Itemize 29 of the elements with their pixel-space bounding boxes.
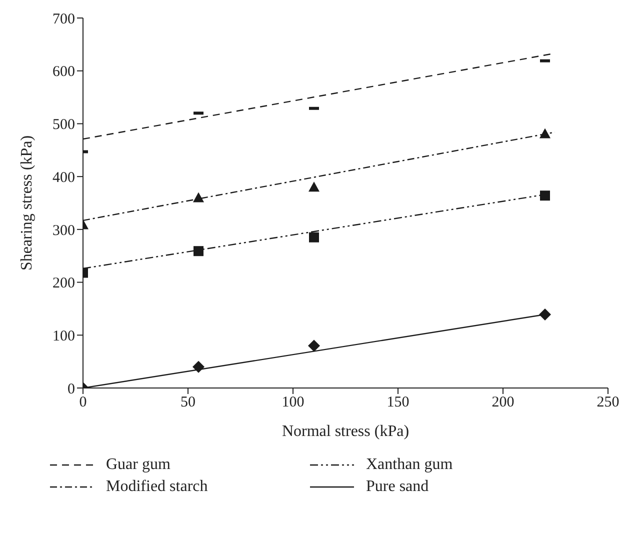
y-tick-label: 100 [52, 328, 75, 344]
x-tick-label: 0 [79, 394, 87, 411]
y-tick-label: 300 [52, 222, 75, 239]
y-tick-label: 400 [52, 170, 75, 186]
legend-label: Modified starch [106, 478, 208, 496]
y-tick-label: 200 [52, 276, 75, 292]
y-tick-label: 600 [52, 64, 75, 80]
x-tick-label: 150 [386, 394, 410, 411]
x-tick-label: 100 [282, 394, 304, 411]
point [539, 308, 551, 321]
point [308, 182, 320, 192]
point [193, 192, 204, 202]
point [540, 128, 550, 138]
point [192, 360, 204, 373]
y-tick-label: 700 [52, 11, 75, 28]
point [308, 340, 320, 352]
x-tick-label: 250 [596, 394, 620, 411]
x-tick-label: 50 [180, 394, 196, 411]
x-tick-label: 200 [492, 394, 514, 411]
x-axis-title: Normal stress (kPa) [282, 423, 410, 440]
legend-label: Pure sand [366, 478, 429, 496]
legend-label: Guar gum [106, 456, 170, 474]
y-tick-label: 0 [68, 381, 75, 398]
legend-label: Xanthan gum [366, 456, 453, 474]
point [194, 246, 204, 256]
y-tick-label: 500 [52, 117, 75, 134]
point [309, 232, 319, 242]
point [540, 190, 550, 201]
y-axis-title: Shearing stress (kPa) [18, 135, 36, 271]
